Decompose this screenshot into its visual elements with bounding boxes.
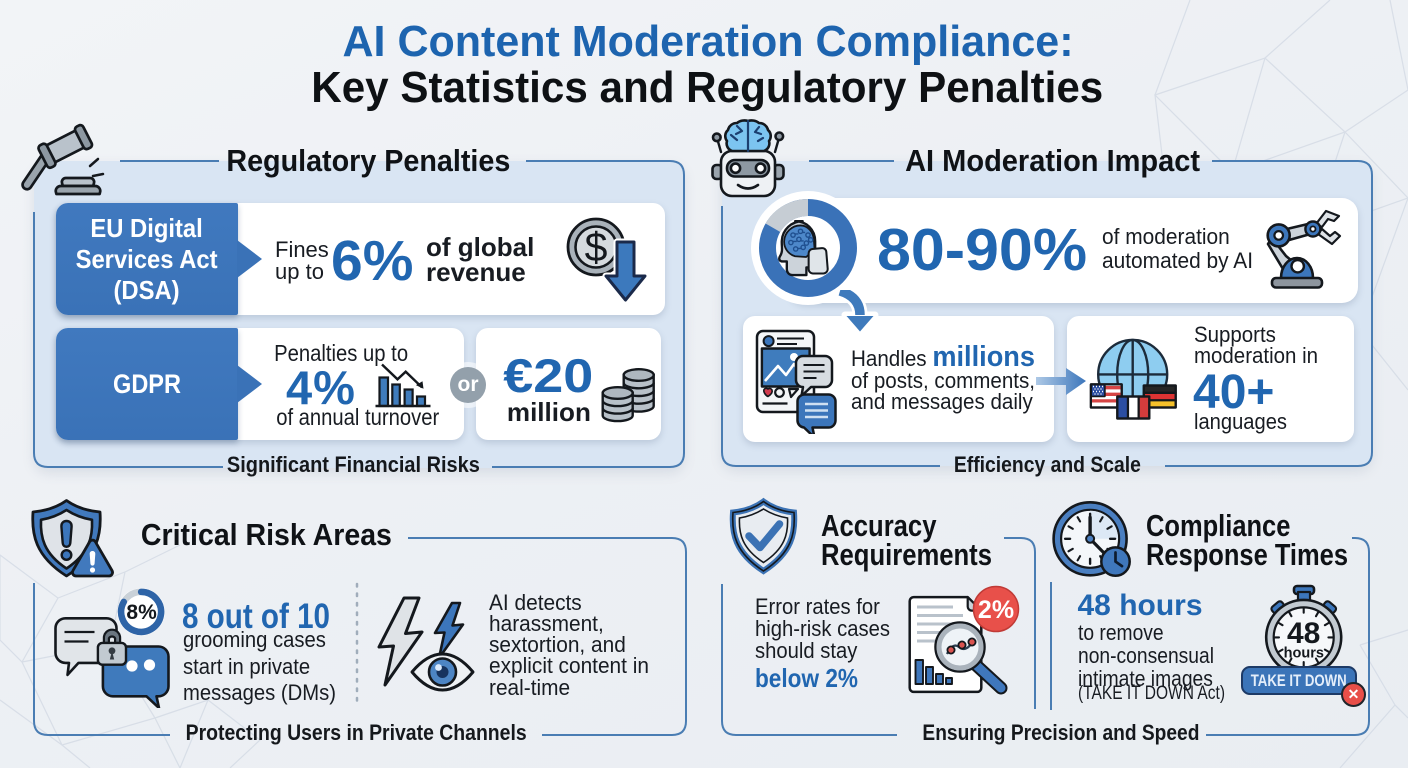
svg-text:8%: 8% — [126, 601, 157, 624]
svg-text:$: $ — [585, 224, 608, 270]
svg-text:hours: hours — [1284, 646, 1324, 662]
svg-text:2%: 2% — [978, 596, 1014, 624]
